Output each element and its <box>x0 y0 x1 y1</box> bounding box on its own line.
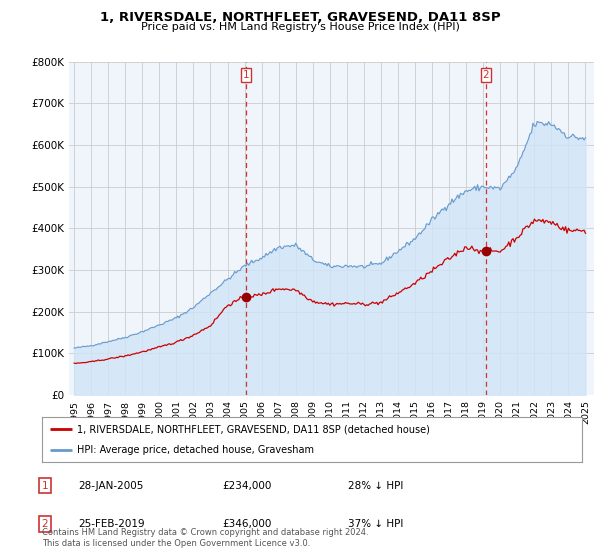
Text: 25-FEB-2019: 25-FEB-2019 <box>78 519 145 529</box>
Text: 2: 2 <box>41 519 49 529</box>
Text: 37% ↓ HPI: 37% ↓ HPI <box>348 519 403 529</box>
Text: HPI: Average price, detached house, Gravesham: HPI: Average price, detached house, Grav… <box>77 445 314 455</box>
Text: £346,000: £346,000 <box>222 519 271 529</box>
Text: 1: 1 <box>41 481 49 491</box>
Text: £234,000: £234,000 <box>222 481 271 491</box>
Text: Price paid vs. HM Land Registry's House Price Index (HPI): Price paid vs. HM Land Registry's House … <box>140 22 460 32</box>
Text: 28% ↓ HPI: 28% ↓ HPI <box>348 481 403 491</box>
Text: 1: 1 <box>242 70 249 80</box>
Text: 1, RIVERSDALE, NORTHFLEET, GRAVESEND, DA11 8SP (detached house): 1, RIVERSDALE, NORTHFLEET, GRAVESEND, DA… <box>77 424 430 435</box>
Text: 2: 2 <box>482 70 489 80</box>
Text: Contains HM Land Registry data © Crown copyright and database right 2024.
This d: Contains HM Land Registry data © Crown c… <box>42 528 368 548</box>
Text: 1, RIVERSDALE, NORTHFLEET, GRAVESEND, DA11 8SP: 1, RIVERSDALE, NORTHFLEET, GRAVESEND, DA… <box>100 11 500 24</box>
Text: 28-JAN-2005: 28-JAN-2005 <box>78 481 143 491</box>
